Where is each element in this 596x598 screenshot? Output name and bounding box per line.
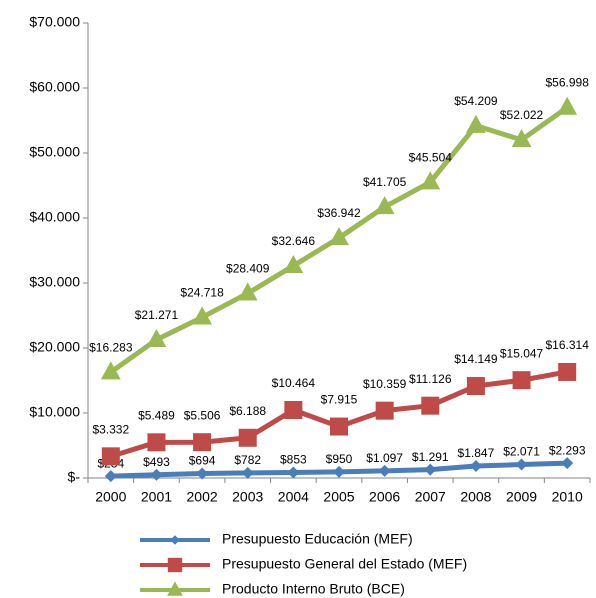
data-label: $5.506 (184, 408, 221, 422)
data-label: $32.646 (272, 234, 316, 248)
x-tick-label: 2003 (232, 489, 263, 505)
y-tick-label: $30.000 (29, 274, 80, 290)
legend-label: Presupuesto General del Estado (MEF) (222, 556, 467, 572)
y-tick-label: $40.000 (29, 209, 80, 225)
data-label: $2.071 (503, 445, 540, 459)
marker (150, 468, 163, 481)
data-label: $11.126 (409, 372, 452, 386)
data-label: $7.915 (321, 393, 358, 407)
y-tick-label: $20.000 (29, 339, 80, 355)
x-tick-label: 2006 (369, 489, 400, 505)
x-tick-label: 2001 (141, 489, 172, 505)
marker (424, 463, 437, 476)
marker (196, 467, 209, 480)
data-label: $10.359 (363, 377, 407, 391)
data-label: $2.293 (549, 443, 586, 457)
data-label: $16.314 (545, 338, 589, 352)
marker (287, 466, 300, 479)
data-label: $36.942 (317, 206, 361, 220)
marker (421, 396, 440, 415)
data-label: $21.271 (135, 308, 179, 322)
data-label: $24.718 (180, 286, 224, 300)
data-label: $15.047 (500, 346, 544, 360)
y-tick-label: $10.000 (29, 404, 80, 420)
legend-label: Presupuesto Educación (MEF) (222, 531, 413, 547)
data-label: $10.464 (272, 376, 316, 390)
marker (469, 459, 482, 472)
marker (466, 114, 486, 133)
data-label: $41.705 (363, 175, 407, 189)
marker (515, 458, 528, 471)
marker (167, 557, 183, 573)
marker (330, 417, 348, 436)
data-label: $493 (143, 455, 170, 469)
marker (284, 400, 303, 419)
x-tick-label: 2000 (95, 489, 126, 505)
data-label: $16.283 (89, 340, 133, 354)
data-label: $14.149 (454, 352, 498, 366)
y-tick-label: $70.000 (29, 14, 80, 30)
marker (375, 401, 394, 420)
y-tick-label: $60.000 (29, 79, 80, 95)
y-tick-label: $50.000 (29, 144, 80, 160)
data-label: $782 (234, 453, 261, 467)
data-label: $1.097 (366, 451, 403, 465)
marker (100, 361, 121, 380)
data-label: $3.332 (92, 423, 129, 437)
data-label: $1.291 (412, 450, 449, 464)
data-label: $5.489 (138, 408, 175, 422)
marker (558, 362, 577, 381)
x-tick-label: 2008 (460, 489, 491, 505)
data-label: $950 (326, 452, 353, 466)
marker (238, 428, 257, 447)
marker (561, 457, 574, 470)
x-tick-label: 2002 (187, 489, 218, 505)
x-tick-label: 2005 (323, 489, 354, 505)
marker (378, 464, 391, 477)
marker (557, 96, 578, 115)
data-label: $54.209 (454, 94, 498, 108)
marker (374, 196, 395, 215)
data-label: $694 (189, 454, 216, 468)
marker (283, 255, 304, 274)
data-label: $56.998 (545, 76, 589, 90)
legend-label: Producto Interno Bruto (BCE) (222, 581, 405, 597)
data-label: $28.409 (226, 262, 270, 276)
marker (101, 447, 120, 466)
data-label: $6.188 (229, 404, 266, 418)
data-label: $1.847 (458, 446, 495, 460)
series-line (110, 369, 568, 459)
data-label: $52.022 (500, 108, 544, 122)
marker (146, 328, 167, 347)
marker (511, 129, 532, 148)
marker (167, 581, 183, 596)
marker (241, 466, 254, 479)
x-tick-label: 2004 (278, 489, 309, 505)
x-tick-label: 2010 (552, 489, 583, 505)
data-label: $45.504 (409, 150, 453, 164)
x-tick-label: 2009 (506, 489, 537, 505)
marker (237, 282, 258, 301)
marker (333, 465, 345, 478)
x-tick-label: 2007 (415, 489, 446, 505)
marker (104, 470, 117, 483)
marker (192, 306, 212, 325)
data-label: $853 (280, 453, 307, 467)
y-tick-label: $- (68, 469, 81, 485)
marker (193, 433, 212, 452)
marker (147, 433, 166, 452)
marker (466, 377, 485, 396)
marker (329, 227, 349, 246)
marker (170, 535, 180, 545)
marker (512, 371, 531, 390)
marker (420, 171, 441, 190)
